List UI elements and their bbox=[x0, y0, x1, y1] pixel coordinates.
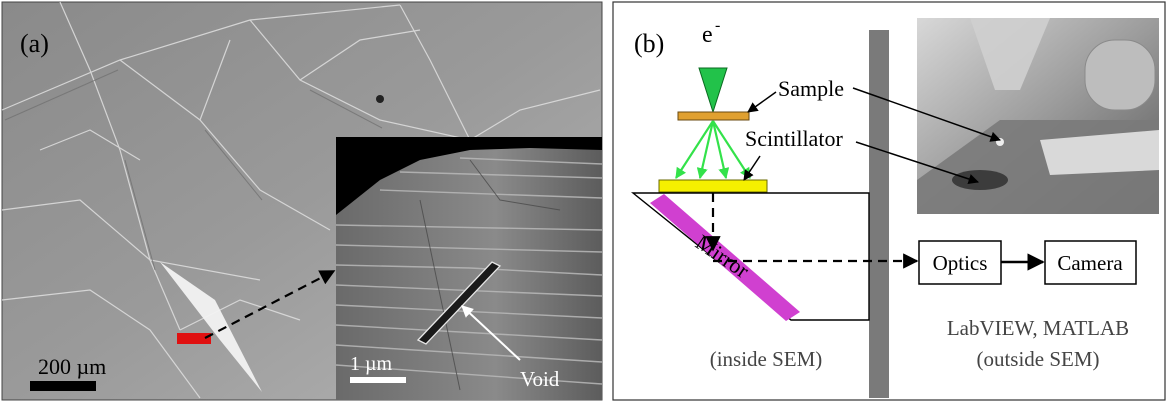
grain-boundaries bbox=[1, 1, 601, 399]
inset-scale-bar bbox=[350, 377, 406, 383]
main-scale-bar-label: 200 µm bbox=[38, 354, 106, 379]
zoom-arrow bbox=[204, 270, 336, 339]
beam-label-superscript: - bbox=[715, 17, 720, 34]
electron-beam bbox=[698, 67, 728, 114]
void-label: Void bbox=[520, 367, 560, 391]
software-label: LabVIEW, MATLAB bbox=[947, 316, 1129, 340]
camera-box bbox=[1044, 240, 1137, 285]
bright-flake bbox=[160, 262, 262, 392]
optics-label: Optics bbox=[933, 251, 988, 275]
inset-micrograph: Void 1 µm bbox=[335, 137, 603, 400]
scintillation-rays bbox=[675, 120, 751, 180]
void-outline bbox=[416, 261, 502, 345]
void-spot bbox=[376, 95, 384, 103]
panel-b-label: (b) bbox=[634, 29, 664, 58]
inside-sem-label: (inside SEM) bbox=[710, 347, 823, 371]
inset-scale-bar-label: 1 µm bbox=[350, 353, 393, 375]
panel-a-label: (a) bbox=[20, 29, 49, 58]
sample-pointer bbox=[747, 91, 777, 113]
camera-label: Camera bbox=[1057, 251, 1123, 275]
mirror bbox=[650, 194, 800, 321]
main-scale-bar bbox=[30, 381, 96, 391]
void-arrow bbox=[461, 305, 521, 361]
optics-box bbox=[918, 240, 1002, 285]
scintillator-pointer bbox=[743, 155, 761, 181]
scintillator-label: Scintillator bbox=[745, 126, 843, 151]
scintillator-photo-pointer bbox=[855, 141, 979, 185]
sem-wall bbox=[869, 30, 889, 398]
beam-label: e bbox=[702, 22, 713, 48]
panel-b: (b) e - bbox=[612, 1, 1166, 401]
sample bbox=[677, 111, 750, 121]
grain-shadows bbox=[4, 69, 383, 271]
sample-photo-pointer bbox=[852, 87, 1001, 142]
sample-label: Sample bbox=[778, 76, 844, 101]
scintillator bbox=[658, 179, 768, 193]
region-marker bbox=[177, 333, 211, 344]
panel-a: (a) 200 µm bbox=[1, 1, 603, 401]
stage-photo bbox=[917, 18, 1159, 214]
outside-sem-label: (outside SEM) bbox=[976, 347, 1099, 371]
